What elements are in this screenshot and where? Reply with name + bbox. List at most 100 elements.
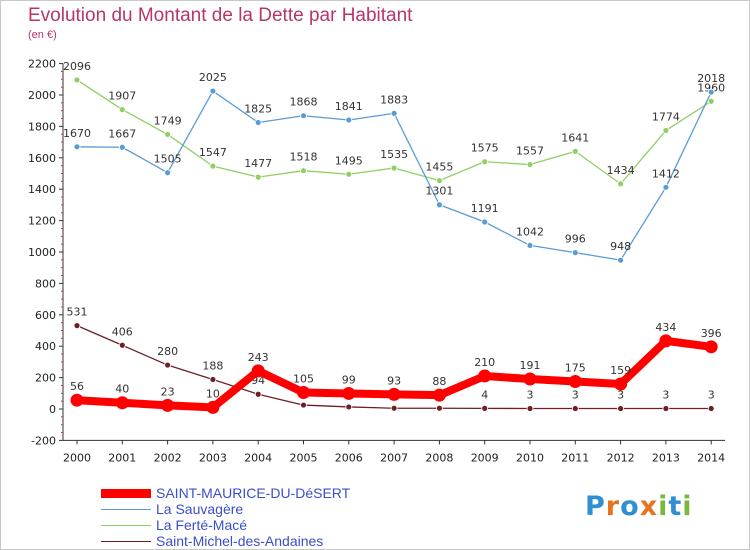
data-label: 1042 [516,225,544,238]
data-point [161,398,175,412]
data-label: 3 [572,389,579,402]
data-point [345,170,353,178]
data-point [70,393,84,407]
data-point [164,169,172,177]
data-label: 3 [662,389,669,402]
x-tick-label: 2010 [516,451,544,464]
logo-letter: t [668,491,683,522]
data-label: 1883 [380,93,408,106]
data-point [390,164,398,172]
data-label: 406 [112,325,133,338]
legend-swatch-la-sauvagere [101,509,151,510]
y-tick-label: 200 [35,372,56,385]
data-point [254,390,262,398]
data-point [390,109,398,117]
data-label: 1841 [335,100,363,113]
legend-swatch-saint-michel [101,541,151,542]
data-point [390,404,398,412]
x-tick-label: 2000 [63,451,91,464]
data-point [704,340,718,354]
data-label: 1575 [471,142,499,155]
data-label: 1774 [652,110,680,123]
data-point [254,119,262,126]
data-point [73,143,81,151]
data-label: 2018 [697,72,725,85]
data-label: 3 [708,389,715,402]
data-point [300,167,307,175]
data-label: 396 [701,327,722,340]
data-point [662,183,670,191]
y-tick-label: 2000 [28,89,56,102]
chart-title: Evolution du Montant de la Dette par Hab… [28,5,413,26]
data-label: 159 [610,364,631,377]
data-label: 188 [202,359,223,372]
data-label: 1960 [697,81,725,94]
data-label: 3 [617,389,624,402]
y-tick-label: 600 [35,309,56,322]
x-tick-label: 2005 [290,451,318,464]
logo-letter: P [585,491,606,522]
data-point [435,177,443,184]
data-point [432,388,446,402]
data-label: 1641 [561,131,589,144]
x-tick-label: 2009 [471,451,499,464]
y-tick-label: 2200 [28,58,56,71]
x-tick-label: 2003 [199,451,227,464]
data-point [73,322,81,330]
data-point [617,180,624,188]
legend-swatch-saint-maurice [101,489,151,498]
y-tick-label: 1800 [28,120,56,133]
data-point [481,158,489,166]
data-label: 4 [481,388,488,401]
data-point [251,364,265,378]
data-label: 1535 [380,148,408,161]
x-tick-label: 2012 [607,451,635,464]
x-tick-label: 2013 [652,451,680,464]
data-point [662,405,670,412]
data-label: 1557 [516,145,544,158]
data-label: 1670 [63,127,91,140]
x-tick-label: 2006 [335,451,363,464]
data-label: 40 [115,383,129,396]
y-tick-label: 0 [49,403,56,416]
data-point [345,403,353,411]
logo-letter: o [620,491,640,522]
data-point [254,173,262,181]
data-point [617,256,624,264]
y-tick-label: 1200 [28,215,56,228]
data-label: 2096 [63,60,91,73]
data-label: 1412 [652,167,680,180]
data-label: 191 [520,359,541,372]
data-point [118,143,126,151]
data-label: 88 [432,375,446,388]
data-point [481,218,489,226]
data-label: 531 [67,306,88,319]
data-point [435,404,443,412]
data-point [345,116,353,124]
y-tick-label: 1600 [28,152,56,165]
data-point [300,401,307,409]
data-point [435,201,443,209]
data-label: 1907 [108,90,136,103]
data-label: 1434 [607,164,635,177]
data-point [707,405,715,412]
data-point [118,341,126,349]
data-point [526,242,534,249]
y-tick-label: 1400 [28,183,56,196]
data-label: 1547 [199,146,227,159]
legend-label-saint-michel: Saint-Michel-des-Andaines [156,533,324,549]
logo-letter: i [658,491,669,522]
data-label: 210 [474,356,495,369]
data-point [526,405,534,412]
y-tick-label: 800 [35,277,56,290]
data-point [526,161,534,168]
logo-letter: x [639,491,659,522]
data-point [164,131,172,138]
x-tick-label: 2004 [244,451,272,464]
data-label: 280 [157,345,178,358]
data-point [115,396,129,410]
data-point [478,369,492,383]
x-tick-label: 2001 [108,451,136,464]
data-label: 10 [206,387,220,400]
x-tick-label: 2014 [697,451,725,464]
